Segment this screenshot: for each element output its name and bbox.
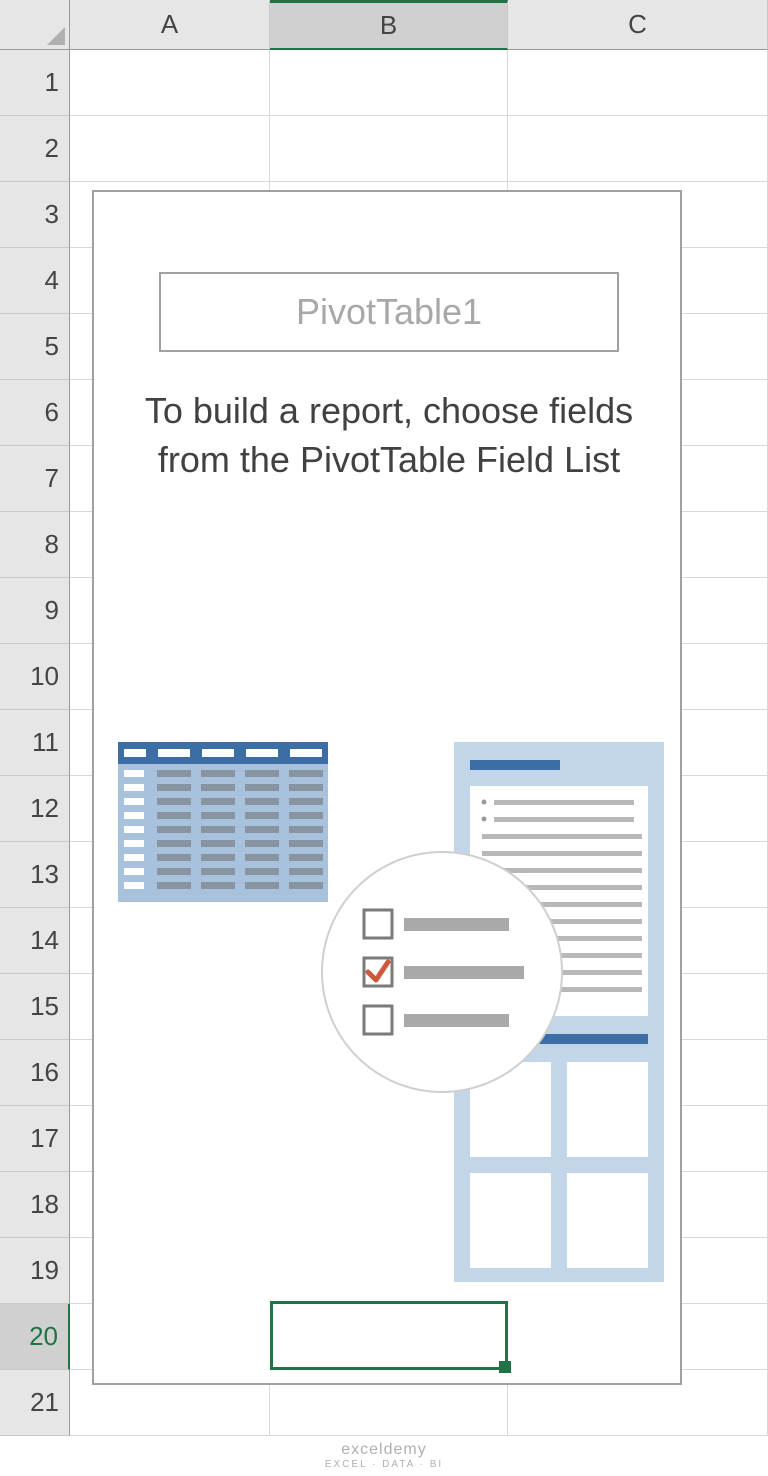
cell[interactable] bbox=[508, 50, 768, 116]
field-checkbox-magnifier-icon bbox=[312, 842, 572, 1102]
row-header-18[interactable]: 18 bbox=[0, 1172, 70, 1238]
watermark: exceldemy EXCEL · DATA · BI bbox=[0, 1441, 768, 1470]
row-header-5[interactable]: 5 bbox=[0, 314, 70, 380]
cell[interactable] bbox=[70, 116, 270, 182]
row-header-8[interactable]: 8 bbox=[0, 512, 70, 578]
pivot-table-placeholder[interactable]: PivotTable1 To build a report, choose fi… bbox=[92, 190, 682, 1385]
cell[interactable] bbox=[508, 116, 768, 182]
row-header-4[interactable]: 4 bbox=[0, 248, 70, 314]
select-all-triangle-icon bbox=[47, 27, 65, 45]
row-header-2[interactable]: 2 bbox=[0, 116, 70, 182]
cell[interactable] bbox=[70, 50, 270, 116]
pivot-instruction-text: To build a report, choose fields from th… bbox=[114, 387, 664, 484]
pivot-table-illustration-icon bbox=[118, 742, 328, 902]
column-header-b[interactable]: B bbox=[270, 0, 508, 50]
row-header-11[interactable]: 11 bbox=[0, 710, 70, 776]
cell[interactable] bbox=[270, 116, 508, 182]
spreadsheet-area: ABC 123456789101112131415161718192021 Pi… bbox=[0, 0, 768, 1476]
row-headers: 123456789101112131415161718192021 bbox=[0, 50, 70, 1436]
watermark-brand: exceldemy bbox=[341, 1441, 426, 1458]
row-header-21[interactable]: 21 bbox=[0, 1370, 70, 1436]
row-header-7[interactable]: 7 bbox=[0, 446, 70, 512]
column-header-a[interactable]: A bbox=[70, 0, 270, 50]
column-header-c[interactable]: C bbox=[508, 0, 768, 50]
row-header-20[interactable]: 20 bbox=[0, 1304, 70, 1370]
row-header-6[interactable]: 6 bbox=[0, 380, 70, 446]
select-all-corner[interactable] bbox=[0, 0, 70, 50]
row-header-12[interactable]: 12 bbox=[0, 776, 70, 842]
row-header-16[interactable]: 16 bbox=[0, 1040, 70, 1106]
row-header-10[interactable]: 10 bbox=[0, 644, 70, 710]
column-headers: ABC bbox=[70, 0, 768, 50]
row-header-3[interactable]: 3 bbox=[0, 182, 70, 248]
row-header-9[interactable]: 9 bbox=[0, 578, 70, 644]
pivot-table-name: PivotTable1 bbox=[296, 291, 482, 333]
row-header-14[interactable]: 14 bbox=[0, 908, 70, 974]
row-header-13[interactable]: 13 bbox=[0, 842, 70, 908]
row-header-15[interactable]: 15 bbox=[0, 974, 70, 1040]
pivot-table-name-box: PivotTable1 bbox=[159, 272, 619, 352]
row-header-17[interactable]: 17 bbox=[0, 1106, 70, 1172]
row-header-19[interactable]: 19 bbox=[0, 1238, 70, 1304]
cell[interactable] bbox=[270, 50, 508, 116]
row-header-1[interactable]: 1 bbox=[0, 50, 70, 116]
watermark-tagline: EXCEL · DATA · BI bbox=[0, 1459, 768, 1470]
